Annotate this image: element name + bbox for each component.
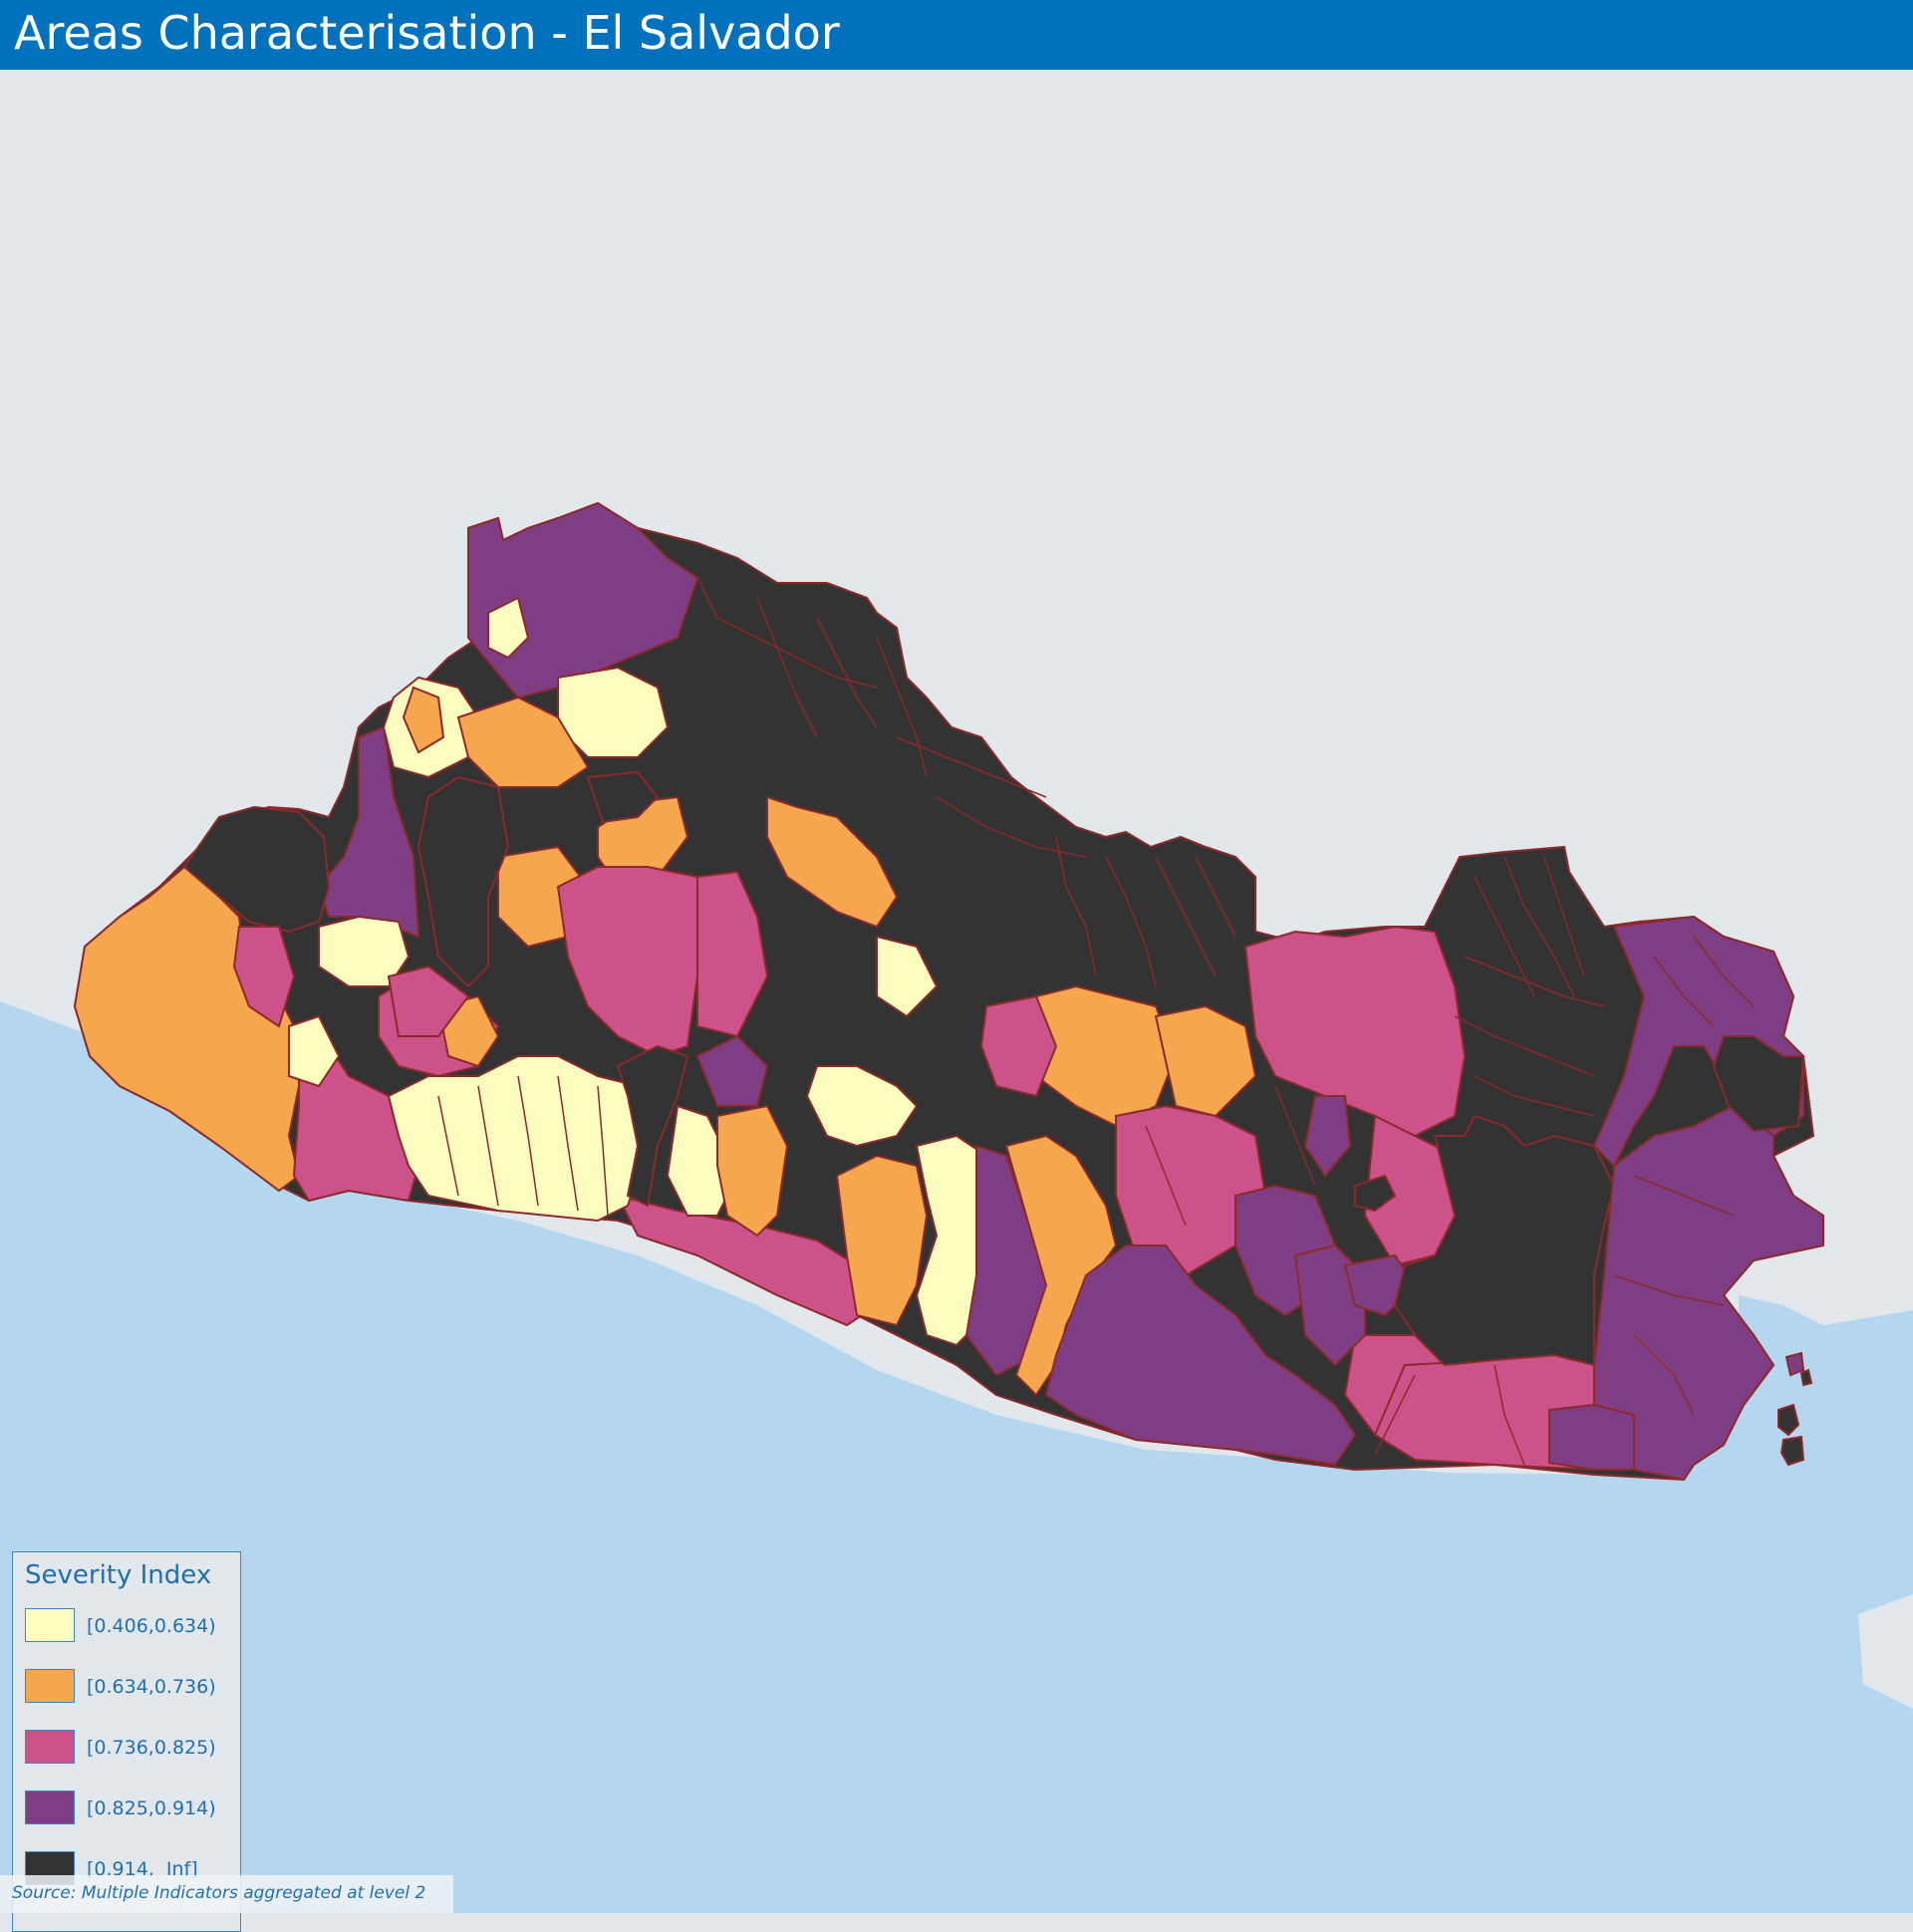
region-fe-black-1	[1712, 1035, 1805, 1133]
legend-item-1: [0.406,0.634)	[25, 1608, 234, 1644]
legend-label: [0.736,0.825)	[87, 1737, 216, 1759]
legend-item-4: [0.825,0.914)	[25, 1791, 234, 1826]
gulf-land-east	[1858, 1594, 1913, 1709]
legend-title: Severity Index	[25, 1560, 212, 1590]
region-wc-black-1	[416, 775, 510, 988]
region-cs-orange-2	[835, 1154, 929, 1327]
region-c-purple-1	[695, 1034, 769, 1107]
island-1	[1777, 1403, 1800, 1437]
region-w-yellow-3	[318, 915, 410, 987]
legend-swatch	[25, 1730, 75, 1764]
legend-item-3: [0.736,0.825)	[25, 1730, 234, 1766]
region-s-yellow-1	[387, 1055, 650, 1223]
legend-item-2: [0.634,0.736)	[25, 1669, 234, 1705]
region-s-yellow-5	[876, 935, 939, 1018]
region-c-pink-3	[387, 965, 470, 1037]
pacific-ocean	[0, 1001, 1913, 1913]
region-cs-orange-5	[1154, 1004, 1257, 1118]
region-cs-orange-3	[1004, 1134, 1118, 1397]
region-wc-orange-1	[456, 695, 590, 788]
region-s-yellow-4	[915, 1134, 987, 1347]
island-2	[1779, 1435, 1805, 1467]
region-w-yellow-4	[288, 1014, 341, 1088]
region-nw-purple	[467, 501, 699, 699]
island-3	[1784, 1351, 1805, 1377]
region-cs-orange-1	[716, 1104, 789, 1238]
region-ec-purple-4	[1303, 1095, 1352, 1178]
legend-swatch	[25, 1608, 75, 1642]
region-wc-orange-5	[766, 795, 899, 929]
legend-label: [0.634,0.736)	[87, 1676, 216, 1698]
region-ec-purple-1	[1044, 1244, 1357, 1467]
legend-swatch	[25, 1791, 75, 1824]
region-s-yellow-2	[666, 1104, 739, 1217]
region-fe-purple-3	[1548, 1403, 1635, 1471]
region-wc-orange-2	[402, 686, 445, 754]
region-west-pink-2	[232, 926, 296, 1028]
region-cs-black-1	[616, 1044, 689, 1208]
map-title: Areas Characterisation - El Salvador	[14, 6, 840, 60]
region-west-black	[182, 805, 331, 934]
legend-swatch	[25, 1669, 75, 1703]
island-4	[1799, 1368, 1813, 1387]
title-bar: Areas Characterisation - El Salvador	[0, 0, 1913, 70]
region-west-pink	[292, 1044, 420, 1203]
region-s-yellow-3	[805, 1065, 919, 1148]
legend-label: [0.914, Inf]	[87, 1858, 198, 1880]
region-ec-pink-1	[1243, 925, 1467, 1138]
region-cs-orange-4	[1035, 984, 1178, 1128]
region-e-black-1	[1393, 1114, 1616, 1367]
source-text: Source: Multiple Indicators aggregated a…	[12, 1883, 426, 1903]
legend-label: [0.825,0.914)	[87, 1797, 216, 1819]
region-c-pink-2	[696, 870, 769, 1038]
region-cm-pink-1	[979, 994, 1058, 1098]
source-note: Source: Multiple Indicators aggregated a…	[0, 1875, 453, 1913]
region-w-yellow-2	[487, 596, 530, 660]
district-borders	[437, 577, 1755, 1466]
region-e-black-2	[1354, 1174, 1397, 1213]
legend-label: [0.406,0.634)	[87, 1615, 216, 1637]
region-wc-black-2	[586, 770, 660, 824]
region-c-pink-1	[556, 866, 719, 1058]
legend: Severity Index [0.406,0.634) [0.634,0.73…	[12, 1551, 241, 1932]
